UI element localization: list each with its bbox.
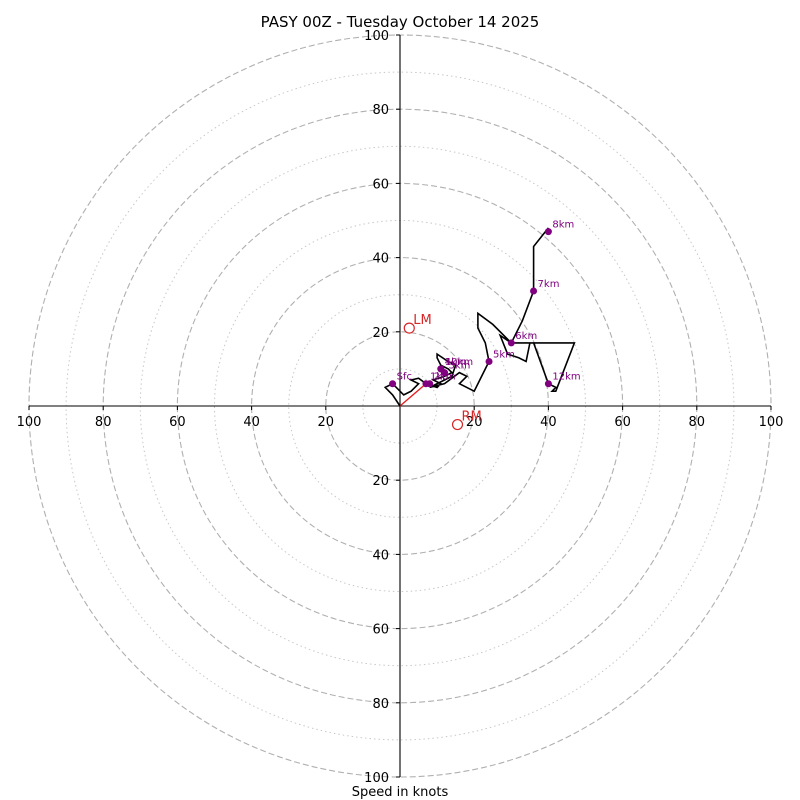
shear-vector xyxy=(399,383,427,407)
height-point-7km xyxy=(530,287,538,295)
height-label-2km: 2km xyxy=(434,372,456,383)
height-label-Sfc: Sfc xyxy=(397,372,412,383)
x-tick-label: 20 xyxy=(466,415,483,430)
height-label-5km: 5km xyxy=(493,349,515,360)
height-point-12km xyxy=(544,380,552,388)
height-point-5km xyxy=(485,357,493,365)
y-tick-label: 100 xyxy=(364,29,389,44)
x-tick-label: 60 xyxy=(614,415,631,430)
y-tick-label: 40 xyxy=(372,548,389,563)
storm-motion-markers: LM RM xyxy=(403,313,482,431)
storm-motion-label-LM: LM xyxy=(413,313,431,328)
height-label-7km: 7km xyxy=(538,279,560,290)
y-tick-label: 80 xyxy=(372,103,389,118)
storm-motion-LM xyxy=(403,322,415,334)
y-tick-label: 20 xyxy=(372,474,389,489)
height-point-Sfc xyxy=(389,380,397,388)
x-tick-label: 60 xyxy=(169,415,186,430)
x-tick-label: 40 xyxy=(243,415,260,430)
y-tick-label: 60 xyxy=(372,177,389,192)
height-label-12km: 12km xyxy=(552,372,580,383)
storm-motion-RM xyxy=(451,418,464,431)
x-axis-label: Speed in knots xyxy=(352,785,449,800)
x-tick-label: 80 xyxy=(95,415,112,430)
x-tick-label: 20 xyxy=(318,415,335,430)
height-label-8km: 8km xyxy=(552,220,574,231)
y-tick-label: 100 xyxy=(364,771,389,786)
storm-motion-label-RM: RM xyxy=(462,410,482,425)
height-point-8km xyxy=(544,228,552,236)
height-point-2km xyxy=(426,380,434,388)
x-tick-label: 100 xyxy=(759,415,784,430)
y-tick-label: 20 xyxy=(372,326,389,341)
x-tick-label: 40 xyxy=(540,415,557,430)
chart-title: PASY 00Z - Tuesday October 14 2025 xyxy=(261,13,540,31)
height-label-6km: 6km xyxy=(515,331,537,342)
y-tick-label: 80 xyxy=(372,697,389,712)
height-label-10km: 10km xyxy=(445,357,473,368)
y-tick-label: 40 xyxy=(372,252,389,267)
y-tick-label: 60 xyxy=(372,623,389,638)
height-point-6km xyxy=(507,339,515,347)
height-label-3km: 3km xyxy=(449,361,471,372)
x-tick-label: 100 xyxy=(17,415,42,430)
tick-labels: 100 80 60 40 20 20 40 60 80 100 100 80 60 40 20 20 40 60 8… xyxy=(17,29,784,786)
height-label-4km: 4km xyxy=(445,357,467,368)
height-label-1km: 1km xyxy=(430,372,452,383)
wind-trace xyxy=(383,227,576,407)
hodograph-line xyxy=(383,227,576,407)
height-point-10km xyxy=(437,365,445,373)
x-tick-label: 80 xyxy=(689,415,706,430)
